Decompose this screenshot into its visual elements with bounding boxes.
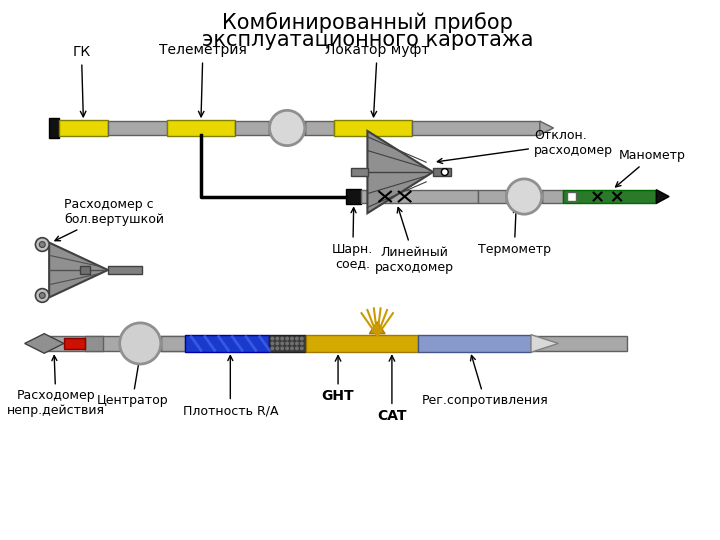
Circle shape — [285, 346, 289, 350]
Circle shape — [40, 293, 45, 299]
Circle shape — [300, 336, 304, 341]
Circle shape — [275, 346, 279, 350]
Bar — [361, 190, 478, 203]
Bar — [478, 190, 513, 203]
Text: ГК: ГК — [73, 45, 91, 117]
Bar — [269, 335, 306, 352]
Bar — [351, 168, 369, 176]
Polygon shape — [369, 322, 385, 334]
Text: эксплуатационного каротажа: эксплуатационного каротажа — [202, 30, 534, 50]
Polygon shape — [367, 131, 433, 213]
Bar — [541, 190, 563, 203]
Circle shape — [290, 341, 294, 346]
Circle shape — [300, 341, 304, 346]
Bar — [86, 336, 103, 352]
Bar — [49, 118, 59, 138]
Bar — [305, 121, 334, 135]
Text: Рег.сопротивления: Рег.сопротивления — [422, 355, 549, 407]
Bar — [413, 121, 540, 135]
Text: Расходомер с
бол.вертушкой: Расходомер с бол.вертушкой — [55, 198, 164, 241]
Circle shape — [295, 336, 299, 341]
Circle shape — [271, 341, 274, 346]
Text: Шарн.
соед.: Шарн. соед. — [332, 208, 374, 271]
Circle shape — [269, 110, 305, 146]
Bar — [166, 120, 235, 136]
Circle shape — [275, 341, 279, 346]
Circle shape — [290, 346, 294, 350]
Bar — [418, 335, 531, 352]
Circle shape — [285, 336, 289, 341]
Circle shape — [35, 238, 49, 252]
Text: Расходомер
непр.действия: Расходомер непр.действия — [7, 356, 105, 417]
Text: CAT: CAT — [377, 356, 407, 423]
Bar — [120, 336, 161, 350]
Bar — [108, 266, 142, 274]
Bar — [185, 335, 269, 352]
Text: Телеметрия: Телеметрия — [159, 44, 247, 117]
Circle shape — [35, 288, 49, 302]
Polygon shape — [49, 242, 108, 298]
Circle shape — [40, 241, 45, 247]
Bar — [64, 338, 86, 349]
Polygon shape — [531, 335, 559, 352]
Bar — [235, 121, 269, 135]
Circle shape — [271, 336, 274, 341]
Bar — [433, 167, 451, 177]
Bar — [563, 190, 657, 204]
Polygon shape — [540, 121, 554, 135]
Polygon shape — [24, 334, 64, 353]
Circle shape — [280, 341, 284, 346]
Text: Отклон.
расходомер: Отклон. расходомер — [437, 129, 613, 164]
Circle shape — [280, 346, 284, 350]
Bar — [567, 192, 576, 201]
Circle shape — [285, 341, 289, 346]
Circle shape — [295, 346, 299, 350]
Text: Манометр: Манометр — [616, 149, 685, 187]
Text: Комбинированный прибор: Комбинированный прибор — [222, 12, 513, 32]
Bar — [108, 121, 166, 135]
Circle shape — [441, 168, 449, 176]
Bar — [334, 120, 413, 136]
Circle shape — [300, 346, 304, 350]
Text: Центратор: Центратор — [96, 359, 168, 407]
Circle shape — [506, 179, 541, 214]
Bar — [306, 335, 418, 352]
Polygon shape — [657, 190, 669, 204]
Circle shape — [290, 336, 294, 341]
Text: GHT: GHT — [322, 356, 354, 403]
Bar — [269, 121, 305, 135]
Text: Плотность R/A: Плотность R/A — [183, 356, 278, 417]
Circle shape — [295, 341, 299, 346]
Text: Локатор муфт: Локатор муфт — [325, 44, 429, 117]
Bar — [346, 188, 361, 204]
Circle shape — [120, 323, 161, 364]
Bar — [506, 190, 541, 203]
Text: Термометр: Термометр — [478, 208, 551, 255]
Circle shape — [280, 336, 284, 341]
Text: Линейный
расходомер: Линейный расходомер — [375, 207, 454, 274]
Bar — [59, 120, 108, 136]
Bar — [81, 266, 90, 274]
Bar — [44, 336, 627, 352]
Circle shape — [271, 346, 274, 350]
Bar — [161, 336, 185, 352]
Circle shape — [275, 336, 279, 341]
